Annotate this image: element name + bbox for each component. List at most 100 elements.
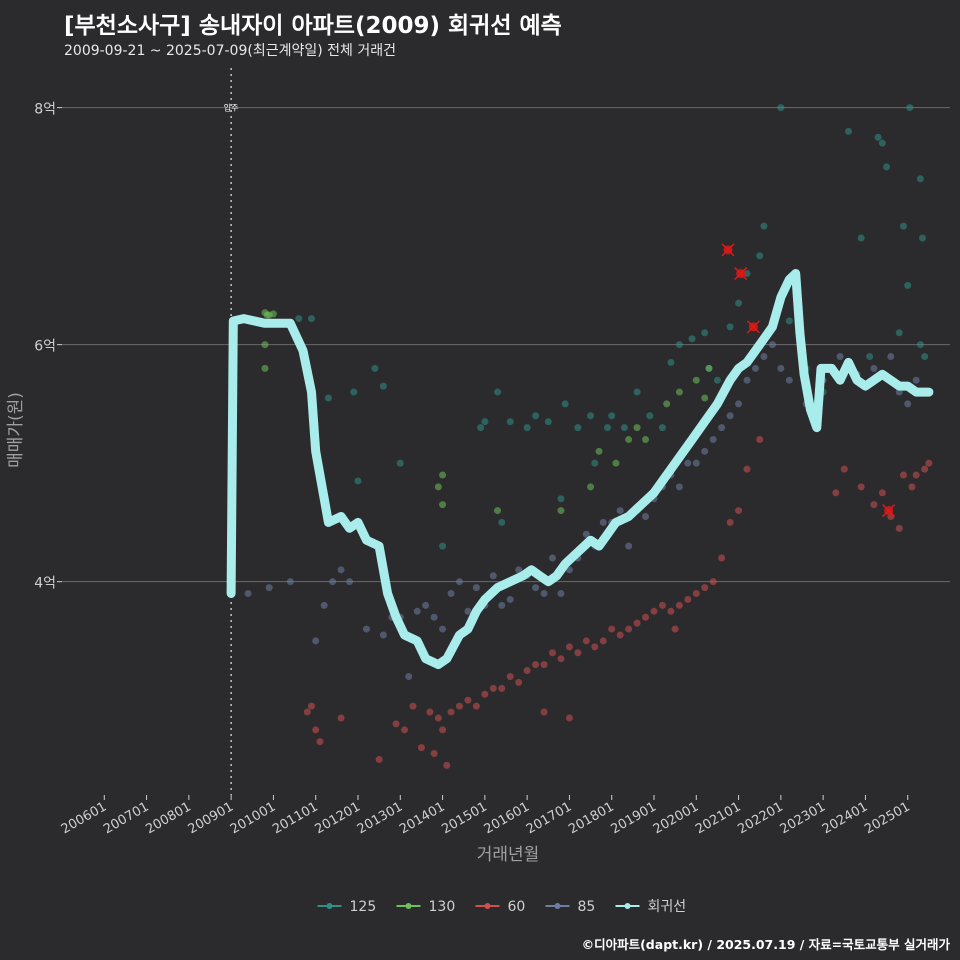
point-125 xyxy=(735,299,743,307)
legend-label: 회귀선 xyxy=(648,899,687,915)
point-85 xyxy=(379,631,387,639)
point-85 xyxy=(472,584,480,592)
point-60 xyxy=(316,738,324,746)
point-125 xyxy=(544,418,552,426)
point-125 xyxy=(494,388,502,396)
point-60 xyxy=(506,672,514,680)
point-125 xyxy=(919,234,927,242)
point-125 xyxy=(620,424,628,432)
chart-subtitle: 2009-09-21 ~ 2025-07-09(최근계약일) 전체 거래건 xyxy=(64,43,396,59)
legend-key-dot xyxy=(326,903,333,909)
point-60 xyxy=(832,489,840,497)
x-tick-label: 201601 xyxy=(482,799,532,837)
point-60 xyxy=(684,595,692,603)
point-60 xyxy=(599,637,607,645)
point-125 xyxy=(845,127,853,135)
point-60 xyxy=(515,678,523,686)
point-125 xyxy=(439,542,447,550)
x-tick-label: 201501 xyxy=(439,799,489,837)
point-60 xyxy=(642,613,650,621)
point-130 xyxy=(557,507,565,515)
point-130 xyxy=(701,394,709,402)
point-130 xyxy=(612,459,620,467)
point-125 xyxy=(350,388,358,396)
point-85 xyxy=(405,672,413,680)
legend-key-dot xyxy=(405,903,412,909)
legend-key-dot xyxy=(624,903,631,909)
highlight-cross xyxy=(882,504,896,518)
point-85 xyxy=(735,400,743,408)
move-in-annotation: 입주 xyxy=(224,68,239,795)
point-60 xyxy=(443,761,451,769)
point-130 xyxy=(705,364,713,372)
point-85 xyxy=(751,364,759,372)
point-85 xyxy=(836,353,844,361)
point-85 xyxy=(413,607,421,615)
point-125 xyxy=(899,222,907,230)
point-130 xyxy=(439,471,447,479)
point-60 xyxy=(489,684,497,692)
point-125 xyxy=(324,394,332,402)
point-85 xyxy=(422,601,430,609)
point-125 xyxy=(688,335,696,343)
point-60 xyxy=(709,578,717,586)
point-85 xyxy=(489,572,497,580)
point-125 xyxy=(874,133,882,141)
legend-key-dot xyxy=(554,903,561,909)
point-85 xyxy=(540,590,548,598)
point-60 xyxy=(692,590,700,598)
point-60 xyxy=(658,601,666,609)
point-60 xyxy=(455,702,463,710)
point-125 xyxy=(557,495,565,503)
point-60 xyxy=(401,726,409,734)
point-85 xyxy=(777,364,785,372)
point-125 xyxy=(904,281,912,289)
x-tick-label: 200801 xyxy=(143,799,193,837)
point-125 xyxy=(921,353,929,361)
point-85 xyxy=(557,590,565,598)
point-85 xyxy=(743,376,751,384)
point-60 xyxy=(540,661,548,669)
move-in-label: 입주 xyxy=(224,104,239,113)
point-60 xyxy=(417,744,425,752)
point-60 xyxy=(375,755,383,763)
point-60 xyxy=(912,471,920,479)
point-125 xyxy=(481,418,489,426)
x-tick-label: 200701 xyxy=(101,799,151,837)
x-tick-label: 201301 xyxy=(355,799,405,837)
point-125 xyxy=(743,270,751,278)
point-125 xyxy=(667,358,675,366)
point-60 xyxy=(472,702,480,710)
point-125 xyxy=(379,382,387,390)
point-130 xyxy=(434,483,442,491)
point-85 xyxy=(455,578,463,586)
point-125 xyxy=(396,459,404,467)
point-60 xyxy=(430,750,438,758)
point-130 xyxy=(595,447,603,455)
point-60 xyxy=(481,690,489,698)
highlight-cross xyxy=(734,267,748,281)
point-60 xyxy=(633,619,641,627)
point-85 xyxy=(718,424,726,432)
source-credit: ©디아파트(dapt.kr) / 2025.07.19 / 자료=국토교통부 실… xyxy=(581,937,950,952)
point-125 xyxy=(477,424,485,432)
point-130 xyxy=(261,364,269,372)
highlighted-points xyxy=(721,243,896,518)
y-axis-label: 매매가(원) xyxy=(6,392,26,468)
x-tick-label: 200901 xyxy=(186,799,236,837)
point-125 xyxy=(726,323,734,331)
point-125 xyxy=(866,353,874,361)
x-tick-label: 202101 xyxy=(693,799,743,837)
x-tick-label: 201901 xyxy=(609,799,659,837)
point-130 xyxy=(587,483,595,491)
point-60 xyxy=(650,607,658,615)
point-60 xyxy=(667,607,675,615)
point-85 xyxy=(887,353,895,361)
legend-label: 60 xyxy=(508,899,526,915)
point-60 xyxy=(582,637,590,645)
point-60 xyxy=(743,465,751,473)
point-85 xyxy=(684,459,692,467)
x-tick-label: 200601 xyxy=(59,799,109,837)
point-60 xyxy=(464,696,472,704)
